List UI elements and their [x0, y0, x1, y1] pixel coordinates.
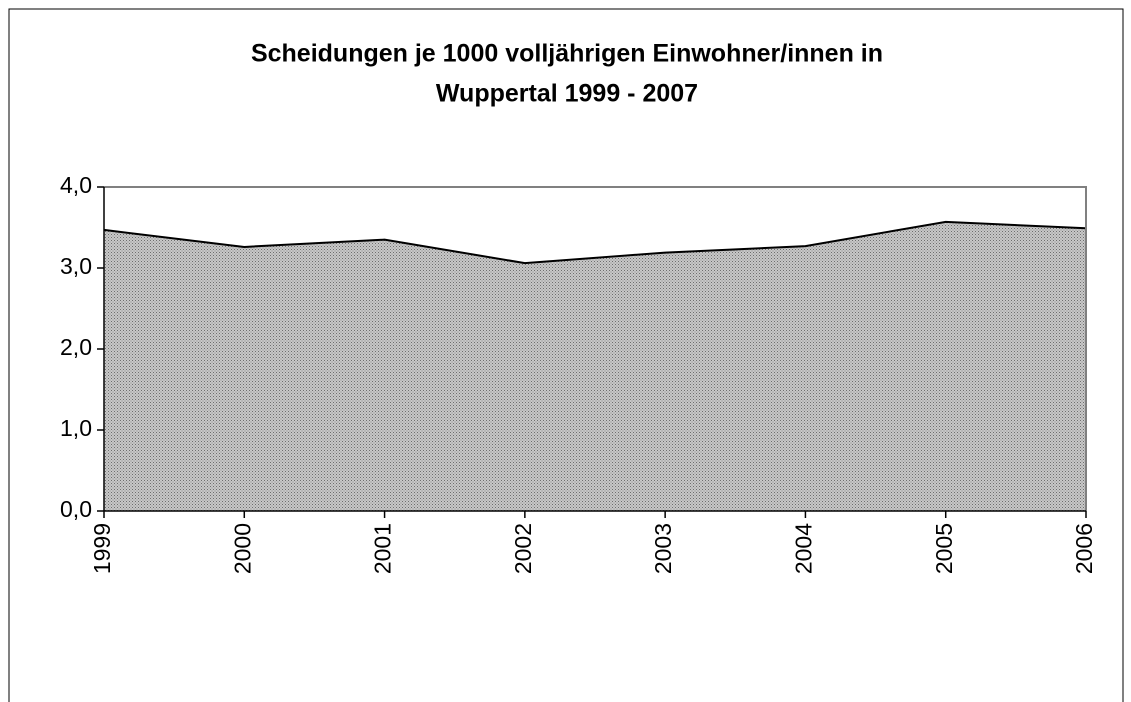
area-line [103, 220, 1087, 265]
y-tick-label: 2,0 [60, 334, 92, 360]
y-tick-label: 1,0 [60, 415, 92, 441]
x-tick-label: 2005 [931, 523, 957, 574]
x-tick-label: 1999 [89, 523, 115, 574]
chart-frame [8, 8, 1124, 702]
y-tick-label: 3,0 [60, 253, 92, 279]
x-tick-label: 2004 [791, 523, 817, 574]
area [104, 221, 1086, 511]
x-tick-label: 2000 [229, 523, 255, 574]
y-tick-label: 0,0 [60, 496, 92, 522]
x-tick-label: 2003 [650, 523, 676, 574]
y-tick-label: 4,0 [60, 172, 92, 198]
x-tick-label: 2006 [1071, 523, 1097, 574]
chart-title: Scheidungen je 1000 volljährigen Einwohn… [251, 40, 883, 68]
x-tick-label: 2002 [510, 523, 536, 574]
chart-title: Wuppertal 1999 - 2007 [436, 80, 698, 108]
plot-frame [104, 186, 1087, 511]
x-tick-label: 2001 [370, 523, 396, 574]
